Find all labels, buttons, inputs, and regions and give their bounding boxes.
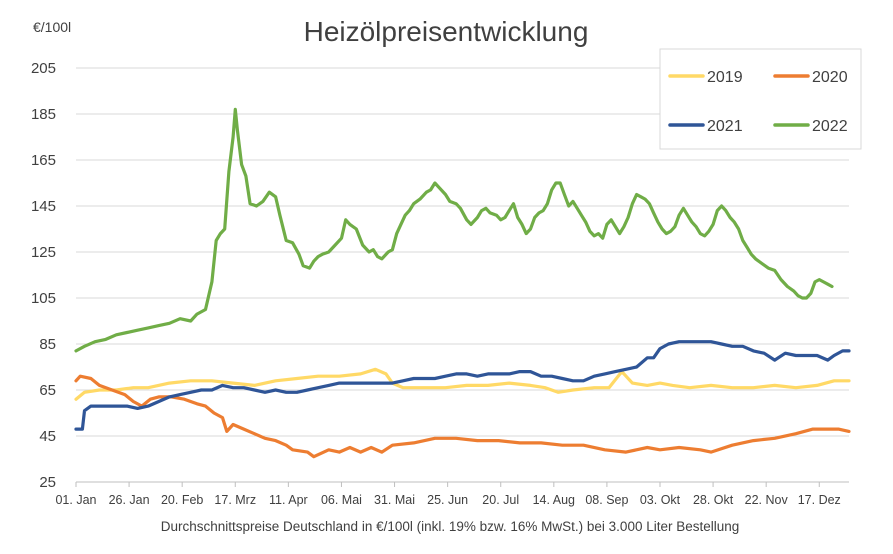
x-tick-label: 17. Mrz: [214, 493, 256, 507]
x-tick-label: 25. Jun: [427, 493, 468, 507]
legend-label-2021: 2021: [707, 118, 743, 135]
y-tick-label: 145: [31, 198, 56, 215]
y-tick-label: 85: [39, 336, 56, 353]
y-axis-unit-label: €/100l: [33, 19, 71, 35]
y-tick-label: 185: [31, 106, 56, 123]
chart-title: Heizölpreisentwicklung: [304, 16, 589, 47]
y-tick-label: 125: [31, 244, 56, 261]
series-lines: [74, 107, 851, 459]
x-axis-caption: Durchschnittspreise Deutschland in €/100…: [161, 519, 740, 534]
legend-box: [659, 48, 862, 150]
x-axis-ticks: 01. Jan 26. Jan 20. Feb 17. Mrz 11. Apr 06. M…: [55, 482, 841, 507]
x-tick-label: 08. Sep: [585, 493, 628, 507]
series-line-2021: [74, 340, 851, 431]
x-tick-label: 03. Okt: [640, 493, 681, 507]
x-tick-label: 14. Aug: [533, 493, 575, 507]
x-tick-label: 06. Mai: [321, 493, 362, 507]
x-tick-label: 31. Mai: [374, 493, 415, 507]
x-tick-label: 01. Jan: [55, 493, 96, 507]
y-tick-label: 105: [31, 290, 56, 307]
y-tick-label: 25: [39, 474, 56, 491]
y-axis-ticks: 25 45 65 85 105 125 145 165 185 205: [31, 60, 56, 491]
series-line-2020: [74, 374, 851, 459]
x-tick-label: 22. Nov: [745, 493, 789, 507]
x-tick-label: 28. Okt: [693, 493, 734, 507]
y-tick-label: 45: [39, 428, 56, 445]
series-line-2019: [74, 367, 851, 401]
legend: 2019 2020 2021 2022: [659, 48, 862, 150]
y-tick-label: 205: [31, 60, 56, 77]
x-tick-label: 20. Jul: [482, 493, 519, 507]
x-tick-label: 26. Jan: [109, 493, 150, 507]
y-tick-label: 165: [31, 152, 56, 169]
legend-items: 2019 2020 2021 2022: [668, 69, 848, 135]
legend-label-2022: 2022: [812, 118, 848, 135]
x-tick-label: 17. Dez: [798, 493, 841, 507]
x-tick-label: 20. Feb: [161, 493, 203, 507]
legend-label-2019: 2019: [707, 69, 743, 86]
y-tick-label: 65: [39, 382, 56, 399]
series-line-2022: [74, 107, 834, 353]
legend-label-2020: 2020: [812, 69, 848, 86]
x-tick-label: 11. Apr: [269, 493, 308, 507]
